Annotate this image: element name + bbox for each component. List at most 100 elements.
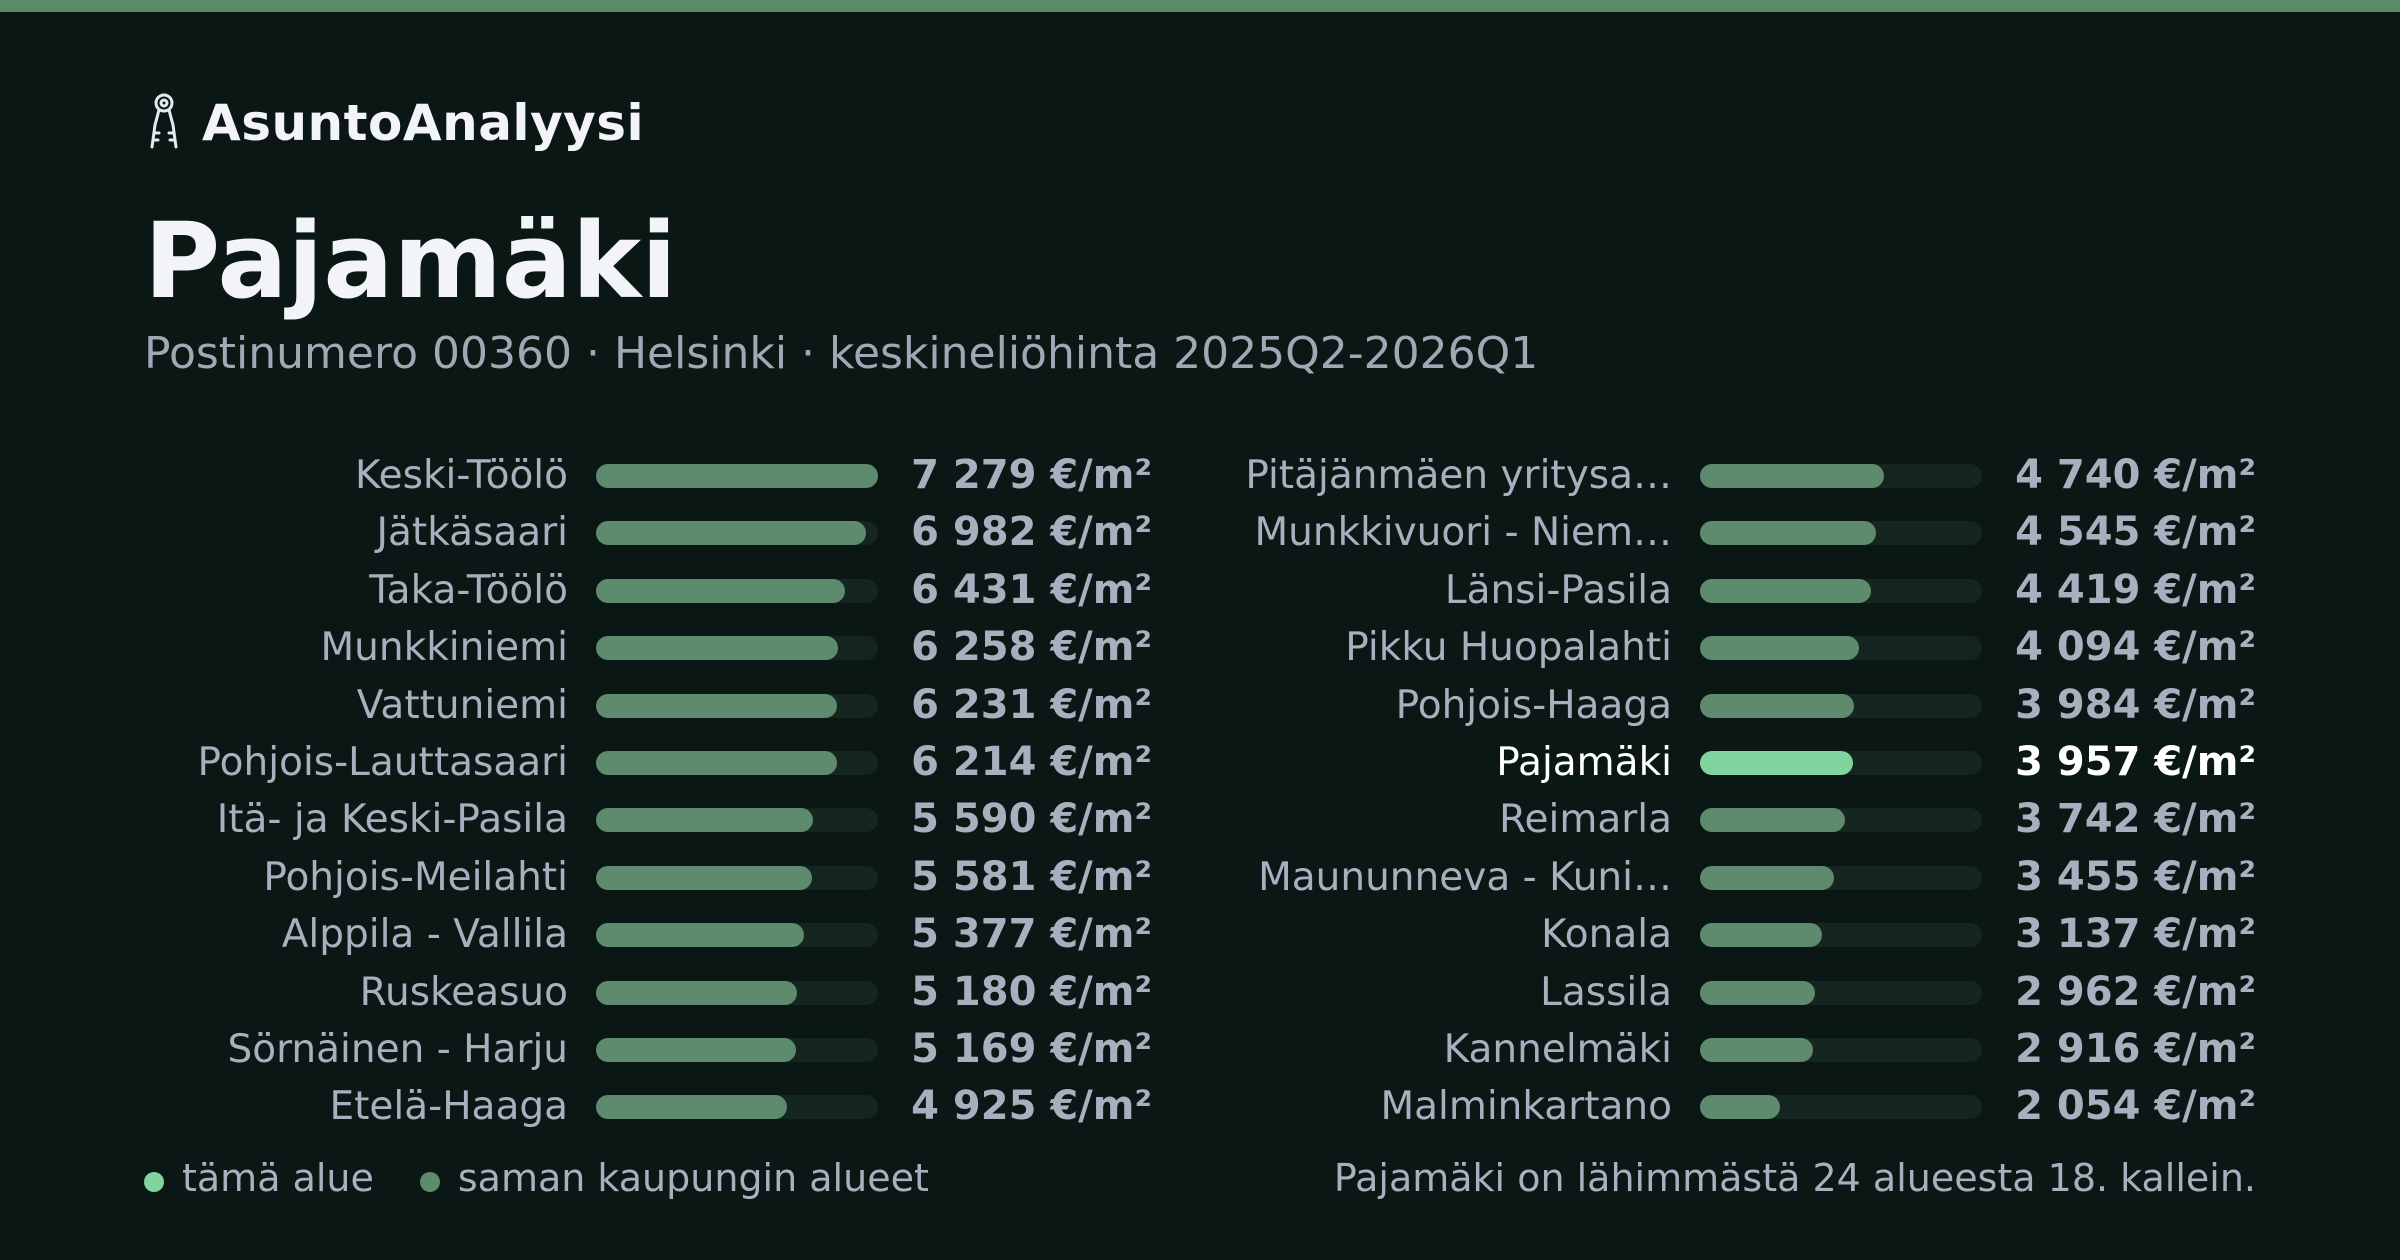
bar-track bbox=[1700, 980, 1982, 1005]
bar bbox=[1700, 751, 1853, 775]
bar-track bbox=[1700, 464, 1982, 488]
bar-track bbox=[596, 578, 878, 603]
bar bbox=[596, 464, 878, 488]
bar-label: Jätkäsaari bbox=[376, 510, 568, 556]
page-title: Pajamäki bbox=[144, 200, 677, 322]
rank-summary: Pajamäki on lähimmästä 24 alueesta 18. k… bbox=[1333, 1156, 2256, 1200]
bar-row: Maununneva - Kuni… 3 455 €/m² bbox=[0, 849, 2400, 906]
bar-label: Etelä-Haaga bbox=[329, 1084, 568, 1130]
bar-row: Munkkivuori - Niem… 4 545 €/m² bbox=[0, 504, 2400, 561]
bar-row: Alppila - Vallila 5 377 €/m² bbox=[0, 906, 2400, 963]
bar-track bbox=[1700, 693, 1982, 718]
bar-row: Jätkäsaari 6 982 €/m² bbox=[0, 504, 2400, 561]
bar-value-label: 7 279 €/m² bbox=[911, 452, 1152, 498]
bar bbox=[1700, 693, 1854, 718]
bar-track bbox=[1700, 636, 1982, 661]
legend: tämä alue saman kaupungin alueet bbox=[144, 1150, 975, 1206]
bar bbox=[596, 980, 797, 1005]
bar-row: Reimarla 3 742 €/m² bbox=[0, 791, 2400, 848]
bar-track bbox=[596, 751, 878, 775]
bar bbox=[1700, 808, 1845, 833]
bar bbox=[1700, 464, 1884, 488]
legend-dot-same-city bbox=[419, 1172, 440, 1192]
bar-row: Malminkartano 2 054 €/m² bbox=[0, 1078, 2400, 1135]
bar-row: Pajamäki 3 957 €/m² bbox=[0, 734, 2400, 791]
brand-name: AsuntoAnalyysi bbox=[202, 94, 645, 152]
bar-label: Pohjois-Meilahti bbox=[263, 854, 568, 900]
bar-track bbox=[1700, 923, 1982, 948]
bar-row: Lassila 2 962 €/m² bbox=[0, 964, 2400, 1021]
bar-track bbox=[596, 1038, 878, 1062]
bar bbox=[596, 1038, 796, 1062]
bar bbox=[1700, 1095, 1780, 1120]
bar-value-label: 4 419 €/m² bbox=[2015, 566, 2256, 613]
bar-row: Taka-Töölö 6 431 €/m² bbox=[0, 562, 2400, 619]
bar-row: Pohjois-Meilahti 5 581 €/m² bbox=[0, 849, 2400, 906]
bar-row: Pikku Huopalahti 4 094 €/m² bbox=[0, 619, 2400, 676]
bar-label: Munkkiniemi bbox=[320, 625, 568, 671]
bar-row: Vattuniemi 6 231 €/m² bbox=[0, 677, 2400, 734]
bar-label: Pajamäki bbox=[1496, 740, 1672, 785]
bar bbox=[1700, 865, 1834, 890]
bar-value-label: 2 054 €/m² bbox=[2015, 1083, 2256, 1130]
bar bbox=[596, 693, 837, 718]
bar-value-label: 5 581 €/m² bbox=[911, 853, 1152, 900]
bar-track bbox=[596, 636, 878, 661]
bar-label: Vattuniemi bbox=[356, 682, 568, 728]
bar-value-label: 3 984 €/m² bbox=[2015, 681, 2256, 728]
bar-track bbox=[1700, 521, 1982, 546]
bar-label: Konala bbox=[1541, 912, 1672, 958]
bar-value-label: 3 957 €/m² bbox=[2015, 739, 2256, 785]
bar-track bbox=[596, 865, 878, 890]
bar-row: Ruskeasuo 5 180 €/m² bbox=[0, 964, 2400, 1021]
bar-value-label: 5 590 €/m² bbox=[911, 796, 1152, 843]
bar-row: Etelä-Haaga 4 925 €/m² bbox=[0, 1078, 2400, 1135]
bar bbox=[596, 1095, 787, 1120]
bar-row: Keski-Töölö 7 279 €/m² bbox=[0, 447, 2400, 504]
bar-track bbox=[1700, 578, 1982, 603]
keys-icon bbox=[150, 93, 178, 149]
bar-row: Sörnäinen - Harju 5 169 €/m² bbox=[0, 1021, 2400, 1078]
bar-track bbox=[596, 521, 878, 546]
bar-row: Kannelmäki 2 916 €/m² bbox=[0, 1021, 2400, 1078]
bar-label: Itä- ja Keski-Pasila bbox=[216, 797, 568, 843]
bar-label: Alppila - Vallila bbox=[281, 912, 568, 958]
bar-value-label: 2 916 €/m² bbox=[2015, 1026, 2256, 1072]
bar-value-label: 6 231 €/m² bbox=[911, 681, 1152, 728]
page-subtitle: Postinumero 00360 · Helsinki · keskineli… bbox=[144, 328, 1539, 379]
legend-label-this-area: tämä alue bbox=[182, 1156, 374, 1200]
bar-label: Maununneva - Kuni… bbox=[1258, 854, 1672, 900]
bar-track bbox=[596, 1095, 878, 1120]
bar-value-label: 5 377 €/m² bbox=[911, 911, 1152, 958]
bar-row: Pitäjänmäen yritysa… 4 740 €/m² bbox=[0, 447, 2400, 504]
legend-item-this-area: tämä alue bbox=[144, 1156, 374, 1200]
bar-label: Sörnäinen - Harju bbox=[227, 1027, 568, 1072]
bar-value-label: 6 258 €/m² bbox=[911, 624, 1152, 671]
bar-track bbox=[1700, 1095, 1982, 1120]
bar bbox=[596, 865, 812, 890]
bar bbox=[1700, 980, 1815, 1005]
bar bbox=[596, 636, 838, 661]
bar-label: Pitäjänmäen yritysa… bbox=[1245, 453, 1672, 498]
bar-value-label: 6 214 €/m² bbox=[911, 739, 1152, 785]
bar bbox=[596, 578, 845, 603]
bar-row: Länsi-Pasila 4 419 €/m² bbox=[0, 562, 2400, 619]
bar-label: Länsi-Pasila bbox=[1444, 567, 1672, 613]
bar-value-label: 5 180 €/m² bbox=[911, 968, 1152, 1015]
brand: AsuntoAnalyysi bbox=[144, 88, 644, 158]
bar-track bbox=[596, 923, 878, 948]
bar-label: Kannelmäki bbox=[1443, 1027, 1672, 1072]
bar-label: Keski-Töölö bbox=[355, 453, 568, 498]
bar-track bbox=[1700, 751, 1982, 775]
bar-value-label: 4 094 €/m² bbox=[2015, 624, 2256, 671]
bar bbox=[1700, 923, 1822, 948]
bar-row: Pohjois-Haaga 3 984 €/m² bbox=[0, 677, 2400, 734]
bar-value-label: 6 982 €/m² bbox=[911, 509, 1152, 556]
bar-track bbox=[596, 693, 878, 718]
bar bbox=[1700, 578, 1871, 603]
bar-value-label: 4 925 €/m² bbox=[911, 1083, 1152, 1130]
bar-label: Malminkartano bbox=[1380, 1084, 1672, 1130]
bar-row: Itä- ja Keski-Pasila 5 590 €/m² bbox=[0, 791, 2400, 848]
legend-item-same-city: saman kaupungin alueet bbox=[419, 1156, 929, 1200]
bar-label: Pohjois-Haaga bbox=[1395, 682, 1672, 728]
